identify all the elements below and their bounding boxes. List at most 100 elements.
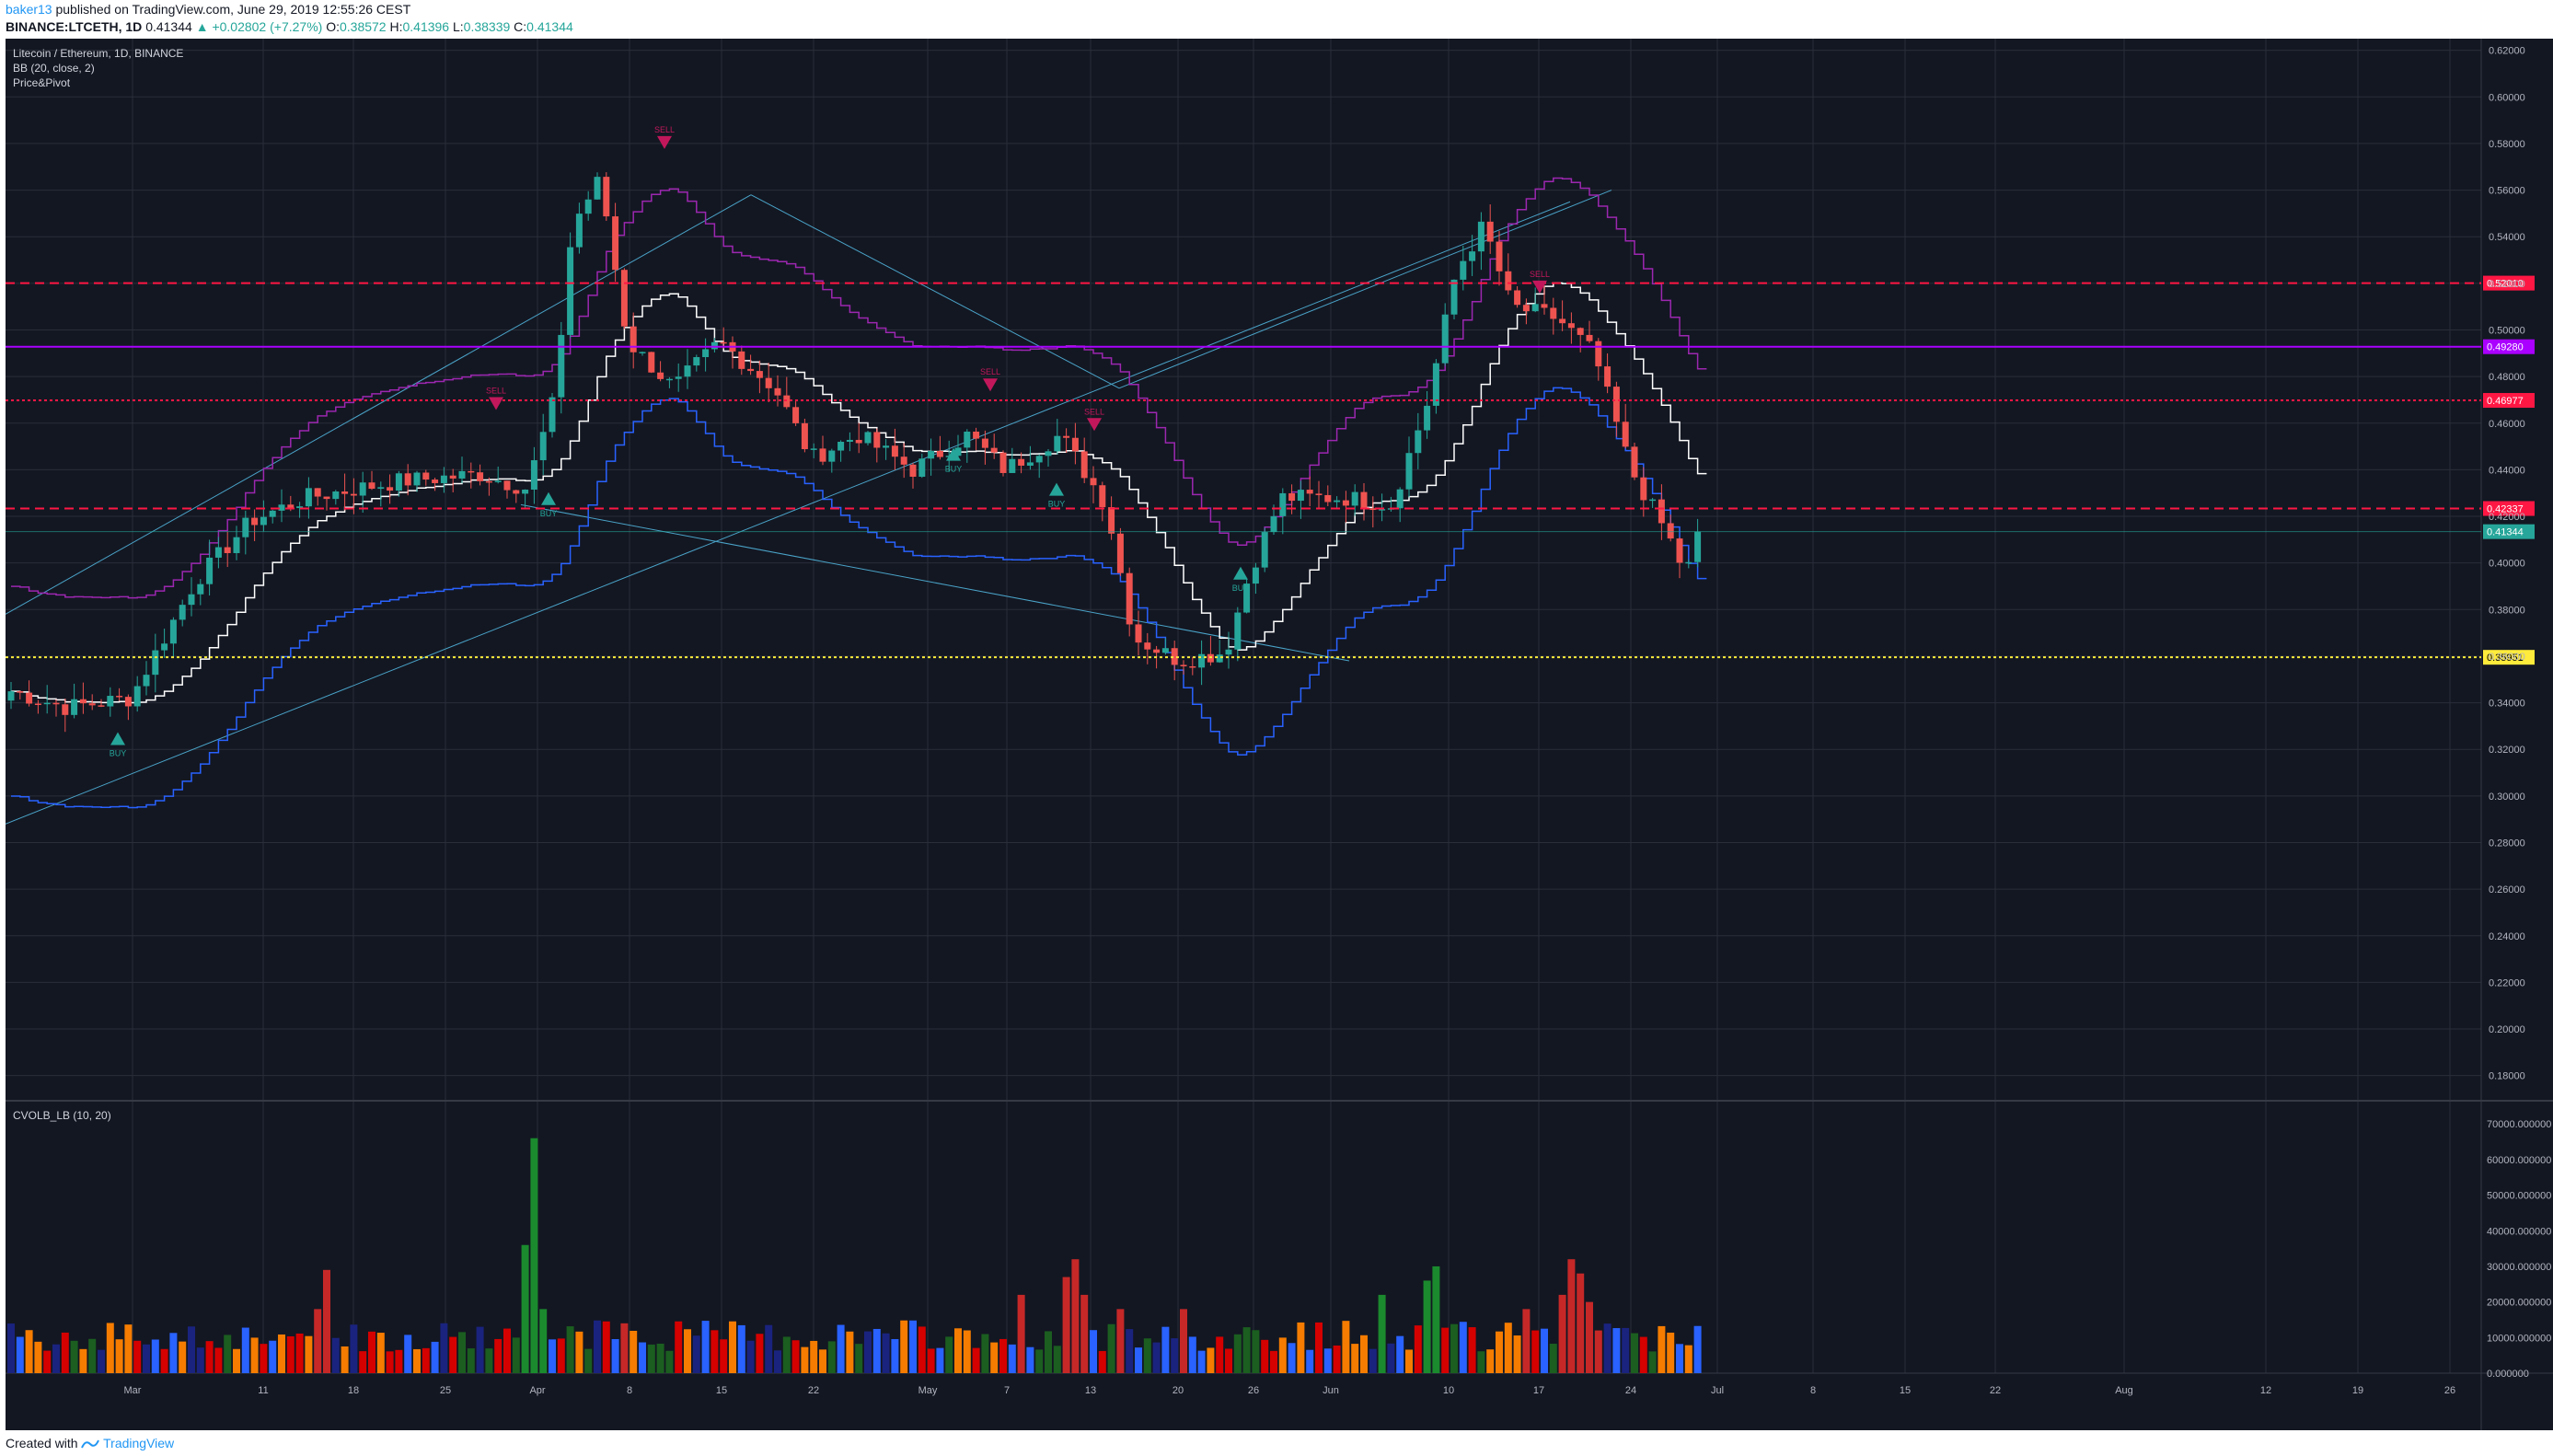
candle-body	[233, 537, 240, 553]
price-tick-label: 0.40000	[2489, 559, 2525, 570]
candle-body	[630, 326, 637, 352]
trend-line	[1118, 190, 1612, 389]
candle-body	[819, 448, 826, 462]
volume-bar	[359, 1351, 367, 1373]
candle-body	[964, 431, 971, 448]
volume-bar	[169, 1333, 178, 1373]
ohlc-line: BINANCE:LTCETH, 1D 0.41344 ▲ +0.02802 (+…	[6, 19, 573, 34]
axes: 0.62000 0.60000 0.58000 0.56000 0.54000 0.520…	[124, 46, 2552, 1396]
volume-bar	[1396, 1335, 1404, 1373]
trend-line	[750, 194, 1120, 389]
candle-body	[1306, 490, 1313, 494]
legend-volume[interactable]: CVOLB_LB (10, 20)	[13, 1109, 111, 1122]
candle-body	[323, 496, 330, 500]
volume-bar	[1035, 1349, 1044, 1373]
candle-body	[143, 675, 150, 687]
chart-area[interactable]: 0.52010 0.49280 0.46977 0.42337 0.35951 0.413…	[5, 39, 2553, 1430]
volume-bar	[1315, 1322, 1323, 1373]
candle-body	[296, 506, 304, 509]
volume-bar	[188, 1326, 195, 1373]
time-tick-label: 7	[1004, 1385, 1010, 1396]
candle-body	[1550, 307, 1557, 319]
time-tick-label: 17	[1533, 1385, 1544, 1396]
volume-bar	[1126, 1329, 1134, 1373]
level-label-bg	[2483, 339, 2535, 354]
footer-bar: Created with TradingView	[0, 1430, 2553, 1456]
volume-bar	[1225, 1348, 1232, 1373]
candle-body	[197, 584, 204, 595]
legend-price-pivot[interactable]: Price&Pivot	[13, 76, 71, 89]
legend-bb[interactable]: BB (20, close, 2)	[13, 62, 95, 75]
volume-bar	[34, 1341, 42, 1373]
volume-tick-label: 0.000000	[2487, 1369, 2529, 1380]
price-tick-label: 0.34000	[2489, 699, 2525, 710]
candle-body	[468, 470, 475, 473]
candle-body	[350, 493, 357, 496]
candle-body	[1415, 430, 1422, 454]
candle-body	[1396, 489, 1404, 509]
volume-bar	[440, 1323, 448, 1373]
volume-bar	[891, 1338, 899, 1373]
volume-bar	[936, 1347, 944, 1373]
candle-body	[1009, 458, 1016, 473]
candle-body	[387, 487, 394, 491]
volume-bar	[179, 1341, 187, 1373]
candle-body	[1035, 456, 1043, 463]
candle-body	[530, 460, 537, 491]
volume-bar	[1594, 1330, 1602, 1373]
volume-bar	[124, 1324, 133, 1373]
candle-body	[26, 692, 33, 704]
candle-body	[684, 365, 691, 377]
candle-body	[846, 439, 853, 442]
candle-body	[52, 702, 60, 705]
candle-body	[1252, 567, 1259, 584]
candle-body	[1126, 572, 1133, 625]
candle-body	[179, 605, 186, 620]
candle-body	[1161, 648, 1169, 653]
candle-body	[287, 504, 295, 509]
candle-body	[359, 482, 366, 496]
volume-bar	[1667, 1332, 1675, 1373]
volume-bar	[1676, 1344, 1683, 1373]
volume-bar	[981, 1334, 989, 1373]
candle-body	[1018, 458, 1025, 466]
volume-bar	[214, 1347, 223, 1373]
candle-body	[485, 480, 492, 483]
candlestick-series	[7, 172, 1702, 733]
time-tick-label: 19	[2352, 1385, 2363, 1396]
volume-bar	[1486, 1349, 1495, 1373]
candle-body	[1622, 422, 1629, 447]
username-link[interactable]: baker13	[6, 2, 52, 17]
volume-bar	[1342, 1321, 1350, 1373]
volume-bar	[1161, 1326, 1170, 1373]
volume-bar	[205, 1341, 214, 1373]
candle-body	[756, 371, 763, 378]
candle-body	[1496, 241, 1503, 272]
sell-arrow-icon	[1087, 418, 1102, 432]
volume-bar	[1143, 1338, 1151, 1373]
candle-body	[1054, 435, 1061, 452]
sell-label: SELL	[1084, 407, 1104, 416]
price-tick-label: 0.54000	[2489, 232, 2525, 243]
chart-canvas[interactable]: 0.52010 0.49280 0.46977 0.42337 0.35951 0.413…	[5, 39, 2553, 1430]
candle-body	[1108, 507, 1115, 534]
volume-bar	[1459, 1322, 1467, 1373]
candle-body	[116, 696, 123, 698]
volume-bar	[1541, 1328, 1548, 1373]
candle-body	[260, 516, 267, 526]
candle-body	[1676, 538, 1683, 563]
time-tick-label: Jul	[1711, 1385, 1724, 1396]
candle-body	[1225, 649, 1232, 655]
tradingview-link[interactable]: TradingView	[103, 1436, 175, 1450]
volume-bar	[269, 1340, 277, 1373]
candle-body	[522, 490, 529, 494]
trend-lines	[5, 190, 1612, 825]
volume-bar	[620, 1323, 629, 1373]
time-tick-label: 8	[627, 1385, 632, 1396]
sell-label: SELL	[486, 387, 506, 396]
trend-line	[5, 194, 752, 615]
candle-body	[891, 445, 898, 457]
price-tick-label: 0.48000	[2489, 372, 2525, 383]
volume-bar	[1693, 1325, 1702, 1373]
time-tick-label: 18	[348, 1385, 359, 1396]
